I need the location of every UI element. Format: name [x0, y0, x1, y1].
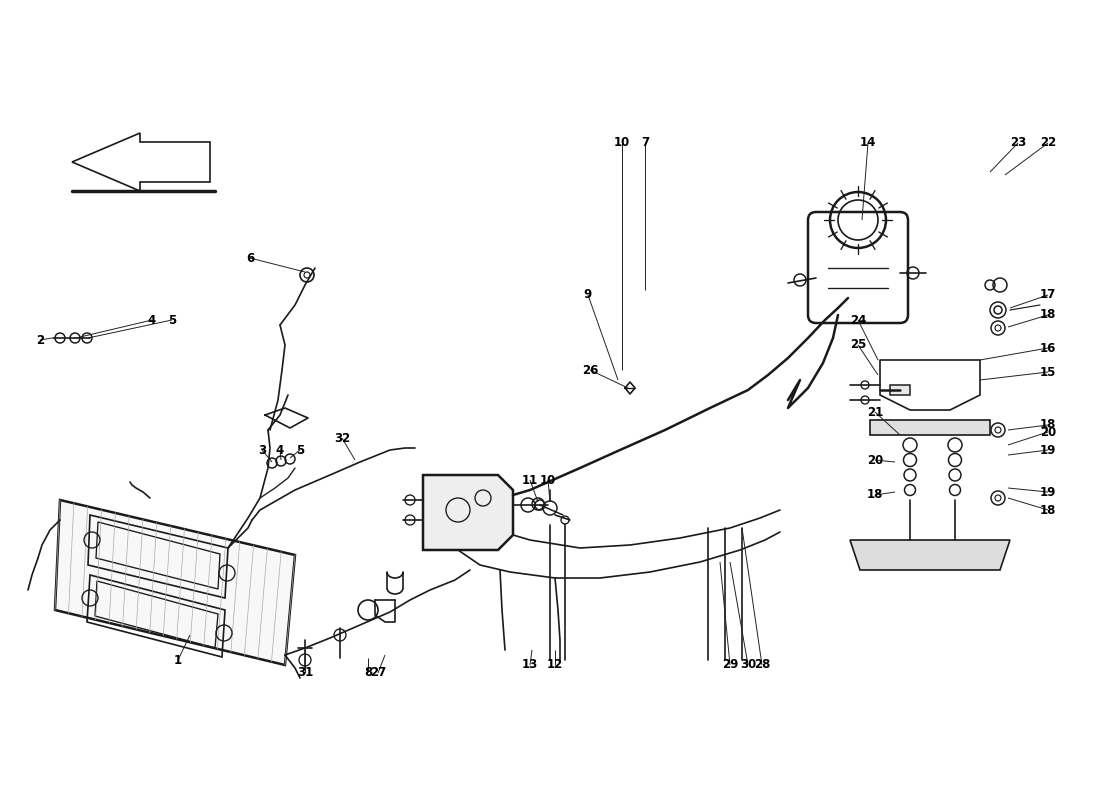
- Text: 25: 25: [850, 338, 866, 351]
- Text: 3: 3: [257, 443, 266, 457]
- Text: 31: 31: [297, 666, 313, 679]
- Text: 20: 20: [867, 454, 883, 466]
- Text: 24: 24: [850, 314, 866, 326]
- Text: 18: 18: [1040, 418, 1056, 431]
- Text: 4: 4: [147, 314, 156, 326]
- Text: 30: 30: [740, 658, 756, 671]
- Text: 7: 7: [641, 137, 649, 150]
- Text: 18: 18: [1040, 503, 1056, 517]
- Text: 9: 9: [584, 289, 592, 302]
- Text: 27: 27: [370, 666, 386, 679]
- Text: 15: 15: [1040, 366, 1056, 378]
- Polygon shape: [850, 540, 1010, 570]
- Text: 10: 10: [540, 474, 557, 486]
- Text: 2: 2: [36, 334, 44, 346]
- Text: 21: 21: [867, 406, 883, 418]
- Text: 10: 10: [614, 137, 630, 150]
- Text: 13: 13: [521, 658, 538, 671]
- Text: 12: 12: [547, 658, 563, 671]
- Text: 1: 1: [174, 654, 183, 666]
- Text: 18: 18: [1040, 309, 1056, 322]
- Text: 11: 11: [521, 474, 538, 486]
- Polygon shape: [870, 420, 990, 435]
- Text: 20: 20: [1040, 426, 1056, 438]
- Text: 4: 4: [276, 443, 284, 457]
- Bar: [890, 385, 910, 395]
- Polygon shape: [55, 500, 295, 665]
- Text: 23: 23: [1010, 137, 1026, 150]
- Text: 19: 19: [1040, 443, 1056, 457]
- Text: 18: 18: [867, 489, 883, 502]
- Text: 5: 5: [168, 314, 176, 326]
- Text: 17: 17: [1040, 289, 1056, 302]
- Text: 26: 26: [582, 363, 598, 377]
- Text: 5: 5: [296, 443, 304, 457]
- Text: 32: 32: [334, 431, 350, 445]
- Polygon shape: [424, 475, 513, 550]
- Text: 14: 14: [860, 137, 877, 150]
- Text: 6: 6: [246, 251, 254, 265]
- Text: 19: 19: [1040, 486, 1056, 498]
- Text: 8: 8: [364, 666, 372, 678]
- Text: 29: 29: [722, 658, 738, 671]
- Text: 16: 16: [1040, 342, 1056, 354]
- Text: 28: 28: [754, 658, 770, 671]
- Text: 22: 22: [1040, 137, 1056, 150]
